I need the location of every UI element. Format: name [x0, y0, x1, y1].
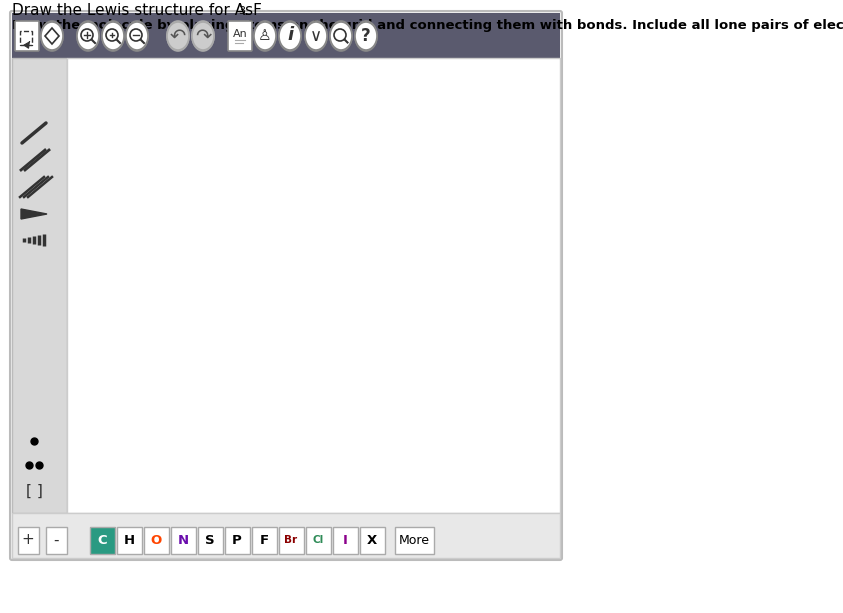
Text: H: H	[123, 533, 135, 547]
FancyBboxPatch shape	[16, 22, 38, 50]
FancyBboxPatch shape	[143, 527, 169, 554]
FancyBboxPatch shape	[116, 527, 142, 554]
Ellipse shape	[192, 21, 214, 51]
FancyBboxPatch shape	[359, 527, 384, 554]
FancyBboxPatch shape	[10, 11, 562, 560]
Ellipse shape	[279, 22, 301, 50]
Text: ⊖: ⊖	[132, 29, 142, 43]
Text: i: i	[288, 29, 292, 43]
FancyBboxPatch shape	[251, 527, 277, 554]
Text: ♦: ♦	[259, 29, 271, 43]
Text: Br: Br	[284, 535, 298, 545]
Ellipse shape	[41, 22, 63, 50]
FancyBboxPatch shape	[224, 527, 250, 554]
Ellipse shape	[126, 21, 148, 51]
Text: ⊕: ⊕	[82, 29, 94, 43]
Text: C: C	[97, 533, 107, 547]
Ellipse shape	[254, 21, 276, 51]
Text: 3: 3	[238, 6, 245, 16]
Ellipse shape	[41, 21, 63, 51]
FancyBboxPatch shape	[170, 527, 196, 554]
Text: Cl: Cl	[313, 535, 324, 545]
Text: More: More	[399, 533, 429, 547]
Ellipse shape	[102, 21, 124, 51]
Text: An: An	[233, 29, 247, 39]
Text: ∨: ∨	[310, 27, 322, 45]
FancyBboxPatch shape	[18, 527, 39, 554]
Text: ⊕: ⊕	[107, 29, 119, 43]
Ellipse shape	[126, 22, 148, 50]
Text: i: i	[287, 26, 293, 44]
Ellipse shape	[305, 21, 327, 51]
Text: .: .	[243, 3, 248, 18]
FancyBboxPatch shape	[89, 527, 115, 554]
Ellipse shape	[167, 22, 189, 50]
Ellipse shape	[192, 22, 214, 50]
Text: Q: Q	[336, 29, 346, 43]
Polygon shape	[21, 209, 47, 219]
Text: ↷: ↷	[195, 26, 212, 45]
Ellipse shape	[355, 21, 377, 51]
FancyBboxPatch shape	[305, 527, 330, 554]
Text: I: I	[342, 533, 347, 547]
Ellipse shape	[77, 21, 99, 51]
Ellipse shape	[77, 22, 99, 50]
Text: ?: ?	[361, 27, 371, 45]
Text: ↶: ↶	[171, 27, 185, 45]
FancyBboxPatch shape	[229, 22, 251, 50]
Ellipse shape	[279, 21, 301, 51]
Bar	[12, 513, 560, 558]
Text: N: N	[177, 533, 189, 547]
Ellipse shape	[254, 22, 276, 50]
Text: ♙: ♙	[258, 28, 271, 44]
Text: -: -	[53, 533, 59, 547]
FancyBboxPatch shape	[228, 21, 252, 51]
FancyBboxPatch shape	[395, 527, 433, 554]
FancyBboxPatch shape	[278, 527, 303, 554]
Bar	[12, 13, 560, 58]
Text: ↶: ↶	[169, 26, 186, 45]
Text: S: S	[205, 533, 215, 547]
Bar	[20, 31, 32, 45]
Text: F: F	[260, 533, 269, 547]
Text: ↷: ↷	[196, 27, 210, 45]
Text: P: P	[232, 533, 242, 547]
Text: ∨: ∨	[311, 29, 321, 43]
FancyBboxPatch shape	[197, 527, 223, 554]
Ellipse shape	[167, 21, 189, 51]
Ellipse shape	[102, 22, 124, 50]
Ellipse shape	[355, 22, 377, 50]
Text: O: O	[150, 533, 162, 547]
Text: X: X	[367, 533, 377, 547]
Text: □→: □→	[17, 31, 37, 41]
Text: Draw the molecule by placing atoms on the grid and connecting them with bonds. I: Draw the molecule by placing atoms on th…	[12, 19, 843, 32]
Text: An: An	[233, 31, 247, 41]
Ellipse shape	[330, 21, 352, 51]
Text: ?: ?	[362, 29, 369, 43]
FancyBboxPatch shape	[46, 527, 67, 554]
FancyBboxPatch shape	[15, 21, 39, 51]
Bar	[12, 58, 67, 513]
Text: [ ]: [ ]	[25, 484, 42, 498]
Text: +: +	[22, 533, 35, 547]
Ellipse shape	[305, 22, 327, 50]
Text: ◇: ◇	[46, 29, 57, 43]
Ellipse shape	[330, 22, 352, 50]
Bar	[67, 58, 560, 513]
Text: Draw the Lewis structure for AsF: Draw the Lewis structure for AsF	[12, 3, 262, 18]
FancyBboxPatch shape	[332, 527, 357, 554]
